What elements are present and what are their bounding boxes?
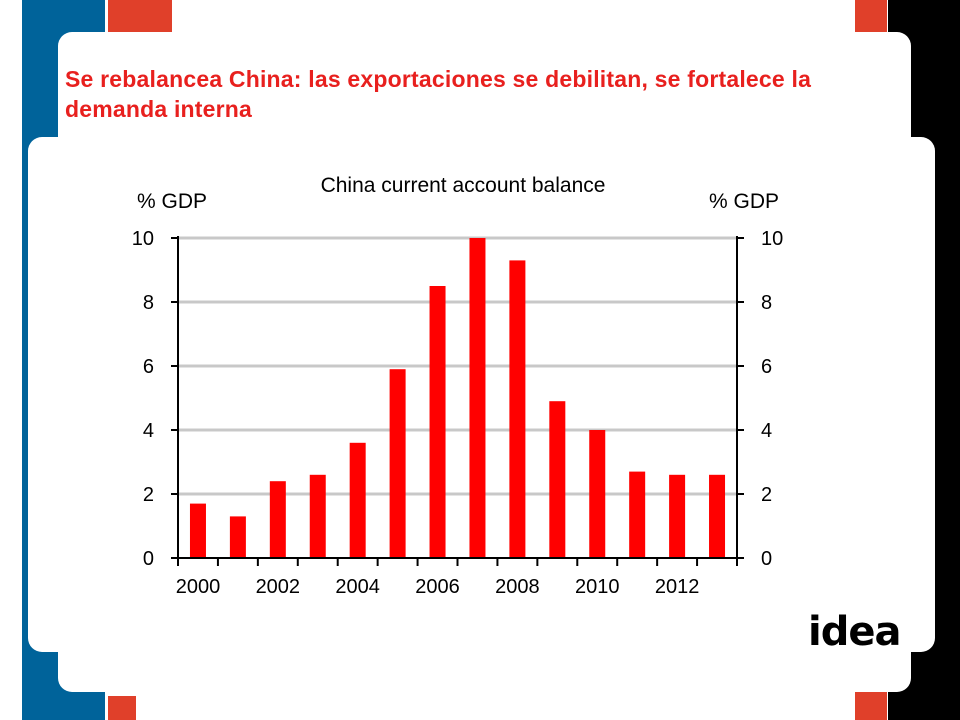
y-tick-label-right: 0 — [761, 548, 772, 570]
x-tick-label: 2006 — [415, 576, 460, 598]
y-tick-label-left: 8 — [143, 292, 154, 314]
slide-title: Se rebalancea China: las exportaciones s… — [65, 66, 812, 122]
bar-2013 — [709, 474, 726, 558]
gridlines — [178, 236, 737, 496]
axes — [171, 236, 744, 566]
x-tick-label: 2004 — [335, 576, 380, 598]
bar-2005 — [389, 369, 406, 558]
idea-logo: idea — [808, 609, 901, 655]
bar-2007 — [469, 238, 486, 558]
y-tick-label-right: 2 — [761, 484, 772, 506]
bar-2004 — [349, 442, 366, 558]
x-tick-label: 2012 — [655, 576, 700, 598]
x-tick-label: 2010 — [575, 576, 620, 598]
top-left-accent — [108, 0, 172, 32]
bar-2011 — [629, 471, 646, 558]
bottom-left-accent — [108, 696, 136, 720]
bars — [189, 238, 726, 558]
x-tick-label: 2008 — [495, 576, 540, 598]
left-white-strip — [0, 0, 22, 720]
y-tick-label-left: 0 — [143, 548, 154, 570]
y-tick-label-right: 8 — [761, 292, 772, 314]
bar-2012 — [669, 474, 686, 558]
y-tick-label-left: 2 — [143, 484, 154, 506]
y-axis-label-left: % GDP — [137, 190, 207, 213]
x-tick-label: 2002 — [256, 576, 301, 598]
y-tick-label-left: 10 — [132, 228, 154, 250]
y-tick-label-left: 6 — [143, 356, 154, 378]
bar-2008 — [509, 260, 526, 558]
bar-2000 — [189, 503, 206, 558]
bar-2006 — [429, 286, 446, 558]
top-right-accent — [855, 0, 887, 32]
y-axis-label-right: % GDP — [709, 190, 779, 213]
bar-2002 — [269, 481, 286, 558]
y-tick-label-right: 6 — [761, 356, 772, 378]
y-tick-label-right: 10 — [761, 228, 783, 250]
chart-title: China current account balance — [321, 174, 606, 197]
tick-labels: 0 0 2 2 4 4 6 6 8 8 10 10 2000 2002 2004 2006 2008 2010 20… — [132, 228, 784, 598]
bar-2009 — [549, 401, 566, 558]
bar-2003 — [309, 474, 326, 558]
y-tick-label-right: 4 — [761, 420, 772, 442]
x-tick-label: 2000 — [176, 576, 221, 598]
y-tick-label-left: 4 — [143, 420, 154, 442]
bar-2010 — [589, 430, 606, 558]
bar-2001 — [229, 516, 246, 558]
